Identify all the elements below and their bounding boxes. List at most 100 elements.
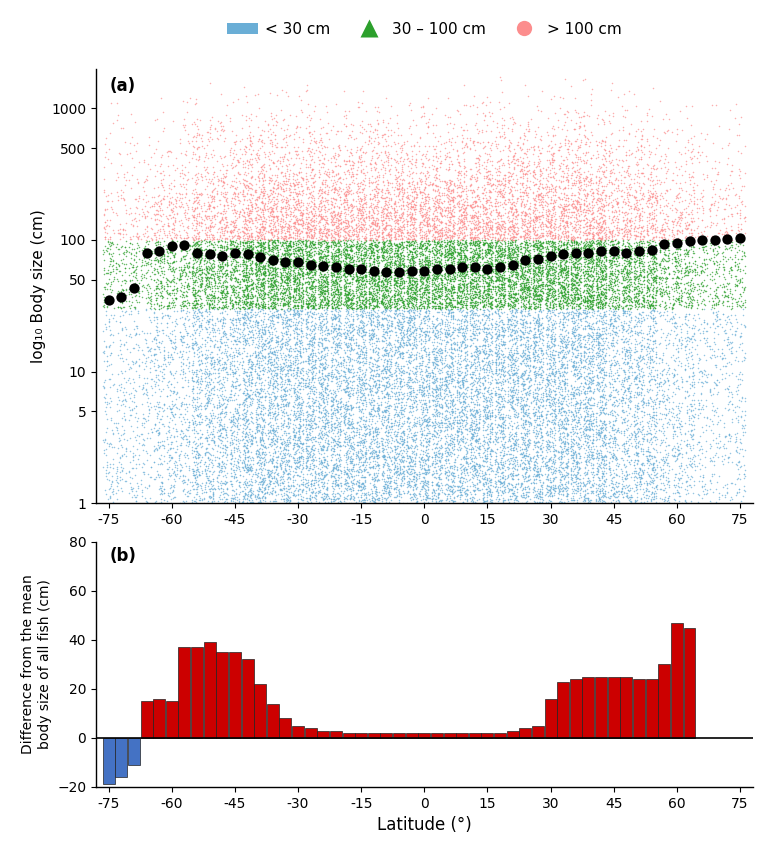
Point [344, 352, 356, 365]
Point [295, 93, 307, 107]
Point [556, 426, 568, 439]
Point [354, 191, 366, 205]
Point [176, 297, 188, 310]
Point [492, 418, 505, 432]
Point [343, 433, 356, 447]
Point [460, 212, 472, 225]
Point [642, 483, 654, 497]
Point [508, 356, 520, 370]
Point [502, 324, 515, 338]
Point [502, 314, 514, 328]
Point [583, 380, 595, 394]
Point [608, 489, 621, 503]
Point [670, 381, 682, 395]
Point [271, 367, 283, 381]
Point [256, 139, 268, 153]
Point [200, 235, 212, 249]
Point [453, 343, 465, 357]
Point [727, 210, 739, 224]
Point [390, 465, 402, 479]
Point [334, 286, 346, 299]
Point [420, 328, 432, 341]
Point [525, 261, 537, 275]
Point [534, 283, 546, 297]
Point [717, 488, 729, 502]
Point [328, 200, 340, 214]
Point [599, 349, 611, 363]
Point [211, 247, 223, 261]
Point [594, 458, 606, 472]
Point [516, 430, 528, 444]
Point [681, 337, 694, 351]
Point [584, 294, 596, 308]
Point [574, 261, 587, 275]
Point [606, 298, 618, 311]
Point [267, 353, 280, 366]
Point [472, 220, 484, 234]
Point [489, 178, 502, 192]
Point [329, 410, 342, 424]
Point [442, 358, 454, 372]
Point [381, 206, 393, 220]
Point [479, 272, 492, 286]
Point [247, 294, 259, 308]
Point [406, 445, 419, 459]
Point [583, 279, 595, 292]
Point [213, 232, 225, 246]
Point [238, 261, 250, 275]
Point [402, 289, 414, 303]
Point [521, 280, 533, 294]
Point [257, 187, 270, 200]
Point [561, 466, 574, 480]
Point [333, 228, 346, 242]
Point [292, 202, 304, 216]
Point [635, 166, 647, 180]
Point [111, 286, 123, 300]
Point [350, 177, 362, 191]
Point [275, 310, 287, 323]
Point [194, 253, 207, 267]
Point [624, 213, 637, 227]
Point [223, 347, 236, 361]
Point [638, 230, 650, 243]
Point [238, 402, 250, 416]
Point [574, 329, 587, 342]
Point [507, 207, 519, 221]
Point [370, 297, 382, 310]
Point [477, 259, 489, 273]
Point [499, 482, 511, 496]
Point [304, 283, 316, 297]
Point [532, 310, 545, 324]
Point [267, 204, 280, 218]
Point [526, 236, 538, 249]
Point [401, 411, 413, 425]
Point [568, 289, 580, 303]
Point [455, 408, 468, 422]
Point [457, 458, 469, 471]
Point [155, 194, 167, 207]
Point [406, 232, 418, 246]
Point [212, 302, 224, 316]
Point [465, 237, 478, 250]
Point [313, 432, 325, 445]
Point [386, 385, 398, 399]
Point [378, 330, 390, 344]
Point [472, 434, 484, 448]
Point [152, 372, 164, 385]
Point [339, 270, 351, 284]
Point [170, 229, 183, 243]
Point [388, 237, 400, 250]
Point [356, 477, 368, 491]
Point [340, 326, 353, 340]
Point [441, 346, 453, 359]
Point [609, 452, 621, 466]
Point [267, 243, 280, 257]
Point [657, 394, 670, 408]
Point [395, 246, 407, 260]
Point [591, 264, 604, 278]
Point [496, 208, 508, 222]
Point [659, 490, 671, 504]
Point [419, 225, 432, 239]
Point [573, 372, 585, 385]
Point [625, 343, 637, 357]
